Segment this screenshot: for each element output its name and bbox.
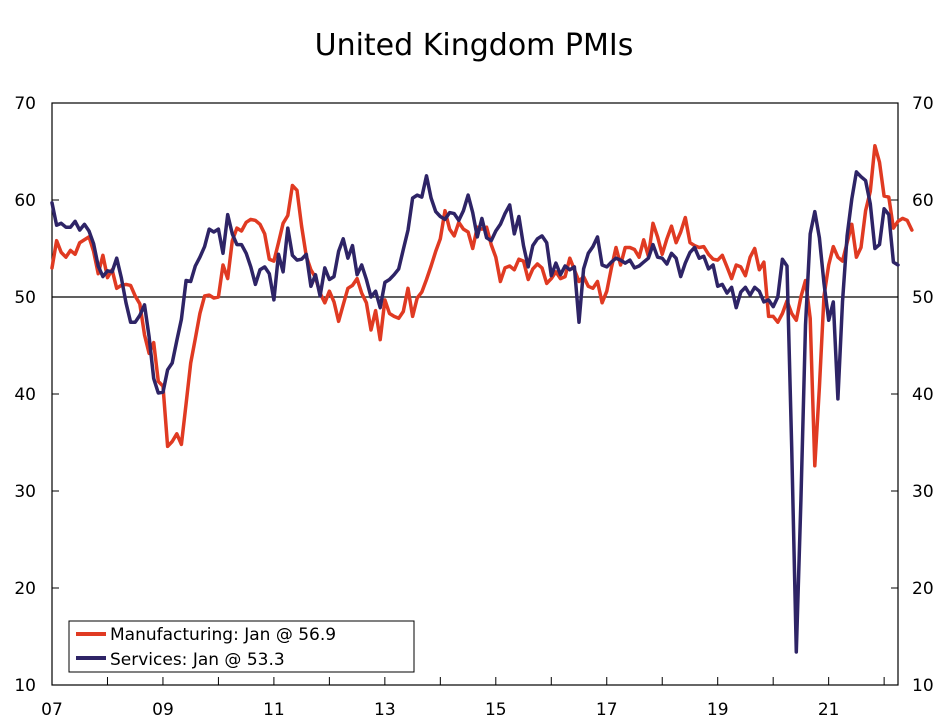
y-tick-label-left: 70 — [14, 94, 36, 114]
legend-label-services: Services: Jan @ 53.3 — [110, 650, 285, 670]
series-lines — [50, 143, 914, 654]
series-line-services — [50, 170, 900, 654]
series-line-manufacturing — [50, 143, 914, 468]
legend-box — [68, 620, 415, 673]
y-tick-label-right: 10 — [912, 676, 934, 696]
x-tick-label: 21 — [818, 700, 840, 720]
y-tick-label-right: 20 — [912, 579, 934, 599]
legend: Manufacturing: Jan @ 56.9 Services: Jan … — [68, 620, 415, 673]
x-tick-label: 17 — [596, 700, 618, 720]
x-tick-label: 19 — [707, 700, 729, 720]
x-tick-label: 13 — [374, 700, 396, 720]
x-tick-label: 07 — [41, 700, 63, 720]
chart-title: United Kingdom PMIs — [315, 28, 634, 63]
y-tick-label-left: 40 — [14, 385, 36, 405]
x-tick-label: 09 — [152, 700, 174, 720]
y-tick-label-left: 50 — [14, 288, 36, 308]
axis-tick-labels: 10 10 20 20 30 30 40 40 50 50 60 60 70 70 07 09 11 13 15 17… — [14, 94, 933, 720]
legend-label-manufacturing: Manufacturing: Jan @ 56.9 — [110, 625, 336, 645]
y-tick-label-right: 50 — [912, 288, 934, 308]
y-tick-label-left: 20 — [14, 579, 36, 599]
y-tick-label-left: 60 — [14, 191, 36, 211]
y-tick-label-left: 10 — [14, 676, 36, 696]
x-tick-label: 15 — [485, 700, 507, 720]
plot-frame — [51, 102, 899, 686]
y-tick-label-right: 40 — [912, 385, 934, 405]
y-tick-label-right: 30 — [912, 482, 934, 502]
x-tick-label: 11 — [263, 700, 285, 720]
y-tick-label-right: 70 — [912, 94, 934, 114]
axis-ticks — [51, 102, 898, 686]
y-tick-label-left: 30 — [14, 482, 36, 502]
y-tick-label-right: 60 — [912, 191, 934, 211]
